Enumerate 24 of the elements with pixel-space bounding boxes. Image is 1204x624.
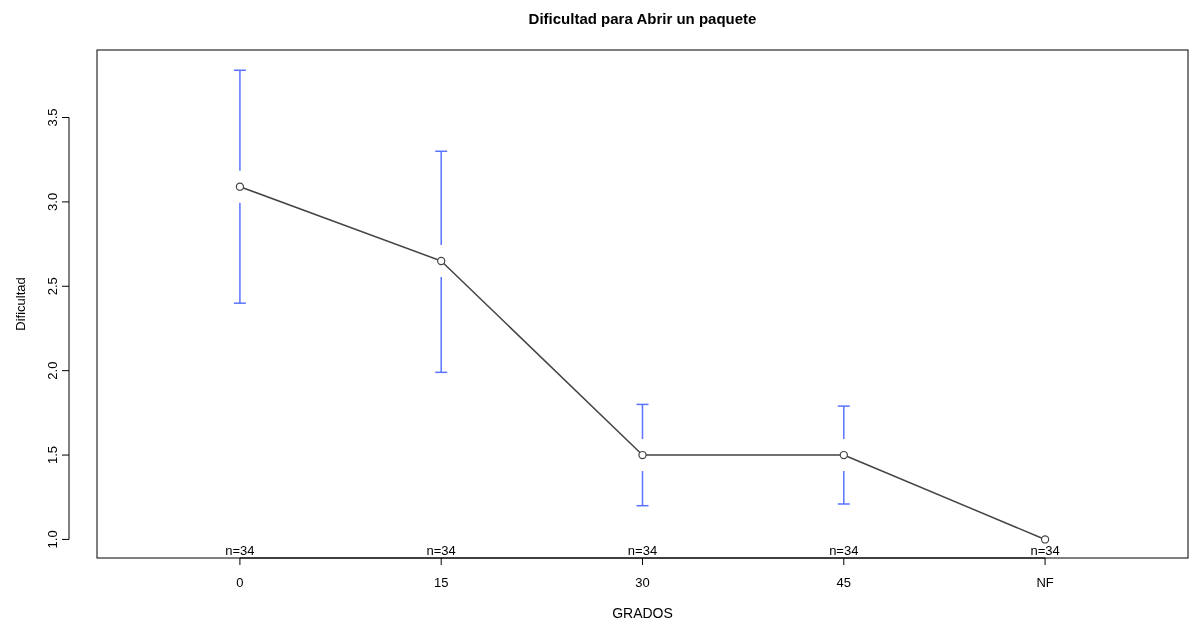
y-tick-label: 2.5 xyxy=(45,277,60,296)
x-tick-label: NF xyxy=(1036,575,1054,590)
point xyxy=(235,182,245,191)
annotation: n=34 xyxy=(829,543,859,558)
point xyxy=(839,450,848,460)
x-axis-title: GRADOS xyxy=(612,605,673,621)
y-tick-label: 1.5 xyxy=(45,446,60,465)
point xyxy=(437,256,446,266)
y-tick-label: 3.5 xyxy=(45,108,60,127)
x-tick-label: 30 xyxy=(635,575,650,590)
x-tick-label: 15 xyxy=(433,575,449,590)
y-axis-title: Dificultad xyxy=(13,277,28,331)
y-tick-label: 3.0 xyxy=(45,192,60,211)
x-tick-label: 45 xyxy=(836,575,852,590)
y-tick-label: 2.0 xyxy=(45,361,60,380)
point xyxy=(1040,535,1050,544)
annotation: n=34 xyxy=(225,543,255,558)
x-tick-label: 0 xyxy=(236,575,244,590)
y-tick-label: 1.0 xyxy=(45,530,60,549)
annotation: n=34 xyxy=(627,543,658,558)
annotation: n=34 xyxy=(1030,543,1060,558)
point xyxy=(638,450,647,460)
chart-title: Dificultad para Abrir un paquete xyxy=(528,10,757,27)
annotation: n=34 xyxy=(426,543,456,558)
